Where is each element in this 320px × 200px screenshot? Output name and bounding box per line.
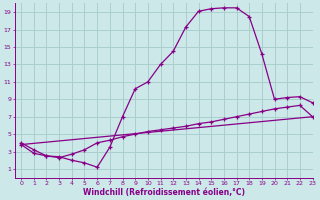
X-axis label: Windchill (Refroidissement éolien,°C): Windchill (Refroidissement éolien,°C) — [83, 188, 245, 197]
